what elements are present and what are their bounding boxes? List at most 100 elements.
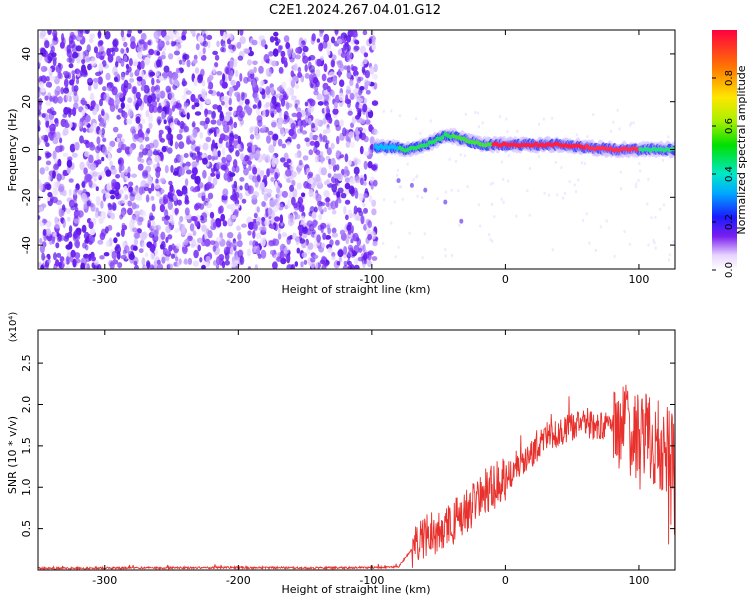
noise-speck: [98, 63, 104, 72]
noise-speck: [335, 239, 340, 246]
noise-speck: [65, 93, 71, 102]
noise-speck: [93, 81, 99, 90]
noise-speck: [236, 240, 243, 248]
noise-speck: [206, 228, 210, 235]
noise-speck: [287, 235, 292, 241]
noise-speck: [279, 127, 285, 135]
noise-speck: [228, 44, 235, 50]
noise-speck: [363, 52, 369, 58]
noise-speck: [52, 170, 56, 179]
noise-speck: [44, 116, 49, 122]
noise-speck: [286, 264, 293, 269]
noise-speck: [39, 237, 43, 244]
noise-speck: [348, 131, 354, 139]
noise-speck: [311, 211, 317, 219]
noise-speck: [201, 91, 206, 99]
noise-speck: [92, 108, 98, 116]
noise-speck: [368, 149, 373, 154]
noise-speck: [367, 233, 372, 241]
track-core: [424, 143, 429, 148]
noise-speck: [38, 53, 43, 62]
noise-speck: [357, 76, 364, 82]
noise-speck: [273, 31, 279, 37]
noise-speck: [573, 183, 576, 187]
noise-speck: [131, 202, 137, 210]
noise-speck: [136, 194, 143, 201]
noise-speck: [127, 30, 132, 35]
noise-speck: [339, 79, 345, 87]
noise-speck: [160, 55, 166, 60]
noise-speck: [44, 40, 50, 49]
noise-speck: [255, 232, 262, 240]
noise-speck: [38, 215, 41, 220]
noise-speck: [364, 151, 370, 156]
noise-speck: [282, 91, 287, 99]
noise-speck: [66, 216, 71, 222]
noise-speck: [295, 107, 302, 112]
noise-speck: [153, 163, 157, 170]
noise-speck: [55, 131, 61, 140]
noise-speck: [197, 35, 205, 43]
noise-speck: [134, 232, 141, 239]
noise-speck: [175, 256, 179, 262]
x-tick-label: -100: [359, 574, 384, 587]
noise-speck: [346, 51, 353, 60]
noise-speck: [371, 128, 378, 135]
noise-speck: [276, 256, 282, 262]
noise-speck: [185, 90, 192, 95]
noise-speck: [171, 219, 175, 226]
noise-speck: [300, 205, 305, 212]
noise-speck: [618, 127, 621, 131]
noise-speck: [241, 223, 247, 228]
noise-speck: [68, 225, 73, 234]
noise-speck: [55, 86, 61, 92]
noise-speck: [581, 218, 585, 223]
track-core: [432, 139, 437, 144]
noise-speck: [62, 113, 68, 118]
noise-speck: [128, 253, 135, 260]
noise-speck: [358, 247, 363, 253]
noise-speck: [281, 190, 288, 198]
noise-speck: [141, 242, 145, 251]
noise-speck: [324, 235, 332, 240]
noise-speck: [371, 37, 376, 46]
noise-speck: [252, 60, 258, 66]
noise-speck: [122, 111, 128, 120]
noise-speck: [183, 153, 189, 158]
noise-speck: [231, 215, 237, 220]
noise-speck: [147, 160, 154, 166]
noise-speck: [393, 200, 396, 204]
noise-speck: [276, 192, 281, 202]
noise-speck: [365, 80, 371, 86]
noise-speck: [217, 150, 221, 158]
x-tick-label: -300: [92, 273, 117, 286]
noise-speck: [317, 200, 323, 207]
noise-speck: [197, 74, 203, 84]
noise-speck: [52, 95, 59, 104]
noise-speck: [396, 168, 400, 172]
noise-speck: [239, 177, 245, 182]
noise-speck: [153, 148, 157, 154]
noise-speck: [222, 73, 226, 83]
noise-speck: [309, 131, 314, 141]
noise-speck: [347, 264, 353, 269]
noise-speck: [238, 192, 243, 200]
noise-speck: [585, 212, 588, 216]
noise-speck: [212, 65, 216, 74]
noise-speck: [292, 188, 298, 198]
noise-speck: [39, 244, 46, 254]
noise-speck: [137, 46, 143, 53]
noise-speck: [316, 182, 324, 190]
noise-speck: [398, 185, 401, 189]
snr-panel: -300 -200 -100 0 100 0.5 1.0 1.5 2.0 2.5 Height …: [6, 312, 676, 596]
noise-speck: [160, 231, 166, 240]
noise-speck: [365, 89, 371, 95]
noise-speck: [353, 166, 360, 175]
noise-speck: [173, 194, 177, 202]
noise-speck: [134, 210, 141, 217]
noise-speck: [123, 118, 128, 126]
noise-speck: [662, 203, 666, 207]
noise-speck: [605, 219, 608, 223]
noise-speck: [191, 238, 196, 248]
noise-speck: [241, 198, 247, 204]
